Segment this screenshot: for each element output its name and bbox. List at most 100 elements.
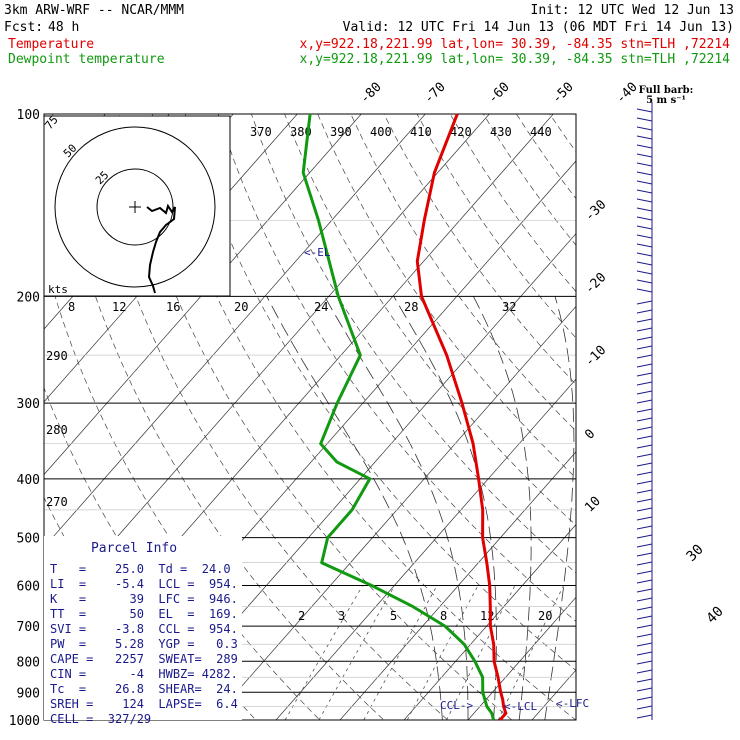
isotherm-line xyxy=(724,114,740,720)
wind-barb xyxy=(636,462,653,467)
isotherm-label-right: 0 xyxy=(582,427,598,443)
isotherm-line xyxy=(275,378,576,720)
wind-barb xyxy=(636,279,653,284)
init-time: Init: 12 UTC Wed 12 Jun 13 xyxy=(531,3,735,18)
wind-barb xyxy=(636,552,653,557)
wind-barb xyxy=(636,309,653,314)
wind-barb xyxy=(636,480,653,485)
wind-barb xyxy=(636,471,653,476)
temperature-station-info: x,y=922.18,221.99 lat,lon= 30.39, -84.35… xyxy=(300,37,731,52)
hodograph-ring-25 xyxy=(96,168,174,246)
mixing-ratio-line xyxy=(363,585,438,720)
dry-adiabat xyxy=(649,114,740,733)
dry-adiabat xyxy=(516,114,576,200)
isotherm-label-top: -40 xyxy=(614,80,641,107)
isotherm-line xyxy=(531,669,576,720)
hodograph-units: kts xyxy=(48,283,68,296)
isotherm-line xyxy=(403,524,576,720)
wind-barb xyxy=(636,243,653,248)
moist-adiabat xyxy=(393,296,497,720)
wind-barb xyxy=(636,372,653,377)
wind-barb xyxy=(636,597,653,602)
dry-adiabat xyxy=(184,114,576,671)
dry-adiabat xyxy=(416,114,576,339)
wind-barb xyxy=(636,651,653,656)
wind-barb xyxy=(636,108,653,113)
mixing-ratio-label: 2 xyxy=(298,609,305,623)
wind-barb xyxy=(636,714,653,719)
parcel-info-title: Parcel Info xyxy=(91,541,177,556)
pressure-label: 600 xyxy=(17,580,40,595)
isotherm-labels: -80 -70 -60 -50 -40 -30 -20 -10 0 10 30 40 xyxy=(358,80,727,627)
wind-barb xyxy=(636,543,653,548)
isotherm-label-corner: 40 xyxy=(704,604,727,627)
wind-barb xyxy=(636,516,653,521)
wind-barb xyxy=(636,588,653,593)
lcl-marker: <-LCL xyxy=(504,700,537,713)
wind-barb xyxy=(636,498,653,503)
wind-barb xyxy=(636,534,653,539)
wind-barb xyxy=(636,270,653,275)
hodograph-speed-label: 24 xyxy=(314,300,328,314)
ccl-marker: CCL-> xyxy=(440,699,473,712)
wind-barb xyxy=(636,144,653,149)
isotherm-line xyxy=(44,114,362,476)
hodograph-inset: 75 50 25 kts xyxy=(42,113,231,297)
dry-adiabat xyxy=(151,114,576,720)
dry-adiabat xyxy=(616,114,740,733)
dry-adiabat xyxy=(85,114,449,720)
barb-legend-units: 5 m s⁻¹ xyxy=(646,95,686,106)
dry-adiabat xyxy=(383,114,576,385)
isotherm-label-top: -50 xyxy=(550,80,577,107)
axis-labels: 1000 900 800 700 600 500 400 300 200 100 xyxy=(9,108,40,729)
hodograph-speed-label: 12 xyxy=(112,300,126,314)
wind-barb xyxy=(636,489,653,494)
theta-e-label: 400 xyxy=(370,125,392,139)
mixing-ratio-label: 8 xyxy=(440,609,447,623)
wind-barb xyxy=(636,171,653,176)
wind-barb xyxy=(636,570,653,575)
wind-barb xyxy=(636,216,653,221)
wind-barb xyxy=(636,300,653,305)
theta-label-left: 290 xyxy=(46,349,68,363)
wind-barb xyxy=(636,381,653,386)
mixing-ratio-label: 3 xyxy=(338,609,345,623)
mixing-ratio-label: 20 xyxy=(538,609,552,623)
pressure-label: 1000 xyxy=(9,714,40,729)
pressure-label: 800 xyxy=(17,655,40,670)
moist-adiabat xyxy=(544,296,575,720)
theta-e-label: 440 xyxy=(530,125,552,139)
wind-barb xyxy=(636,507,653,512)
dry-adiabat xyxy=(118,114,513,720)
forecast-label: Fcst: xyxy=(4,20,43,35)
sounding-profiles xyxy=(301,113,508,721)
isotherm-line xyxy=(339,451,576,720)
pressure-label: 700 xyxy=(17,620,40,635)
dry-adiabat xyxy=(217,114,576,622)
wind-barb xyxy=(636,198,653,203)
isotherm-line xyxy=(660,114,740,720)
wind-barb xyxy=(636,261,653,266)
isotherm-label-top: -80 xyxy=(358,80,385,107)
temperature-legend: Temperature xyxy=(8,37,94,52)
parcel-info-row: TT = 50 EL = 169. xyxy=(50,607,238,621)
isotherm-label-right: -20 xyxy=(582,270,609,297)
wind-barb xyxy=(636,327,653,332)
hodograph-speed-label: 20 xyxy=(234,300,248,314)
wind-barb xyxy=(636,426,653,431)
parcel-info-box: Parcel Info T = 25.0 Td = 24.0LI = -5.4 … xyxy=(44,536,242,726)
isotherm-label-corner: 30 xyxy=(684,542,707,565)
hodograph-ring-50 xyxy=(54,126,216,288)
theta-label-left: 280 xyxy=(46,423,68,437)
mixing-ratio-line xyxy=(406,585,479,720)
wind-barb xyxy=(636,678,653,683)
wind-barb xyxy=(636,696,653,701)
isotherm-line xyxy=(467,596,576,720)
isotherm-label-top: -60 xyxy=(486,80,513,107)
pressure-label: 100 xyxy=(17,108,40,123)
wind-barb xyxy=(636,354,653,359)
wind-barb xyxy=(636,345,653,350)
pressure-label: 200 xyxy=(17,290,40,305)
moist-adiabat xyxy=(266,296,443,720)
wind-barb xyxy=(636,318,653,323)
